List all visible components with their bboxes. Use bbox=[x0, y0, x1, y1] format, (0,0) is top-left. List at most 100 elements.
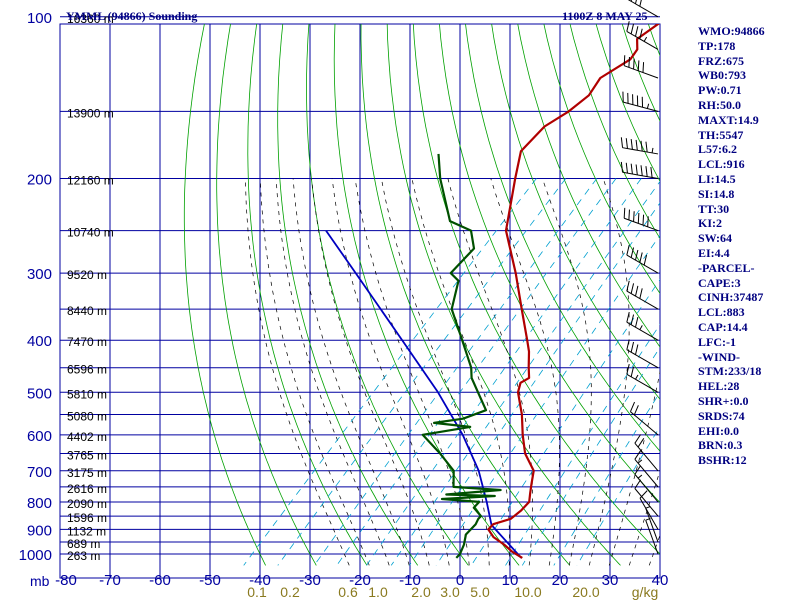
dry-adiabat-line bbox=[306, 24, 469, 566]
index-line: WB0:793 bbox=[698, 68, 746, 83]
index-line: SW:64 bbox=[698, 231, 733, 246]
wind-barb bbox=[634, 434, 659, 472]
mixing-ratio-label: 10.0 bbox=[514, 584, 541, 600]
dry-adiabat-line bbox=[465, 24, 660, 452]
wind-barb bbox=[634, 465, 659, 503]
dry-adiabats bbox=[183, 24, 660, 566]
pressure-tick-label: 400 bbox=[27, 333, 52, 350]
wind-barb bbox=[645, 517, 659, 555]
wind-barb bbox=[645, 506, 659, 543]
height-label: 1132 m bbox=[67, 524, 106, 538]
mixing-ratio-label: 20.0 bbox=[572, 584, 599, 600]
wind-barb bbox=[626, 244, 659, 274]
wind-barb bbox=[623, 207, 659, 232]
index-line: PW:0.71 bbox=[698, 83, 742, 98]
mixing-ratio-label: 0.2 bbox=[280, 584, 300, 600]
wind-barb bbox=[629, 401, 659, 436]
index-line: CAP:14.4 bbox=[698, 319, 748, 334]
index-line: CINH:37487 bbox=[698, 290, 764, 305]
mixing-ratio-line bbox=[390, 180, 660, 566]
temperature-tick-label: -30 bbox=[299, 572, 321, 589]
index-line: -PARCEL- bbox=[698, 260, 755, 275]
mixing-ratio-line bbox=[505, 323, 660, 566]
index-line: L57:6.2 bbox=[698, 142, 737, 157]
height-label: 263 m bbox=[67, 549, 100, 563]
pressure-tick-label: 800 bbox=[27, 495, 52, 512]
mixing-ratio-label: 5.0 bbox=[470, 584, 490, 600]
index-line: -WIND- bbox=[698, 349, 740, 364]
wind-barb bbox=[626, 339, 659, 369]
moist-adiabat-line bbox=[588, 178, 630, 566]
dry-adiabat-line bbox=[491, 24, 660, 400]
moist-adiabats bbox=[245, 178, 660, 566]
temperature-tick-label: 10 bbox=[502, 572, 519, 589]
moist-adiabat-line bbox=[311, 178, 430, 566]
mixing-ratio-label: 3.0 bbox=[440, 584, 460, 600]
height-label: 12160 m bbox=[67, 174, 114, 188]
temperature-tick-label: -80 bbox=[55, 572, 77, 589]
index-line: LFC:-1 bbox=[698, 334, 736, 349]
mixing-ratio-line bbox=[243, 178, 537, 566]
temperature-tick-label: -50 bbox=[199, 572, 221, 589]
index-line: TT:30 bbox=[698, 201, 730, 216]
mixing-ratio-line bbox=[366, 178, 642, 566]
index-line: TP:178 bbox=[698, 38, 736, 53]
index-line: BSHR:12 bbox=[698, 453, 747, 468]
moist-adiabat-line bbox=[354, 178, 470, 566]
moist-adiabat-line bbox=[542, 178, 592, 566]
dry-adiabat-line bbox=[216, 24, 317, 566]
wind-barb bbox=[620, 137, 659, 155]
temperature-trace bbox=[487, 24, 660, 559]
wind-barbs bbox=[620, 0, 659, 555]
mixing-ratio-lines bbox=[243, 178, 660, 566]
index-line: KI:2 bbox=[698, 216, 722, 231]
index-line: SRDS:74 bbox=[698, 408, 745, 423]
pressure-tick-label: 200 bbox=[27, 172, 52, 189]
height-label: 1596 m bbox=[67, 511, 107, 525]
temperature-tick-label: -20 bbox=[349, 572, 371, 589]
height-label: 10740 m bbox=[67, 226, 114, 240]
index-line: WMO:94866 bbox=[698, 24, 765, 38]
index-line: LCL:883 bbox=[698, 305, 745, 320]
index-line: SHR+:0.0 bbox=[698, 393, 749, 408]
mixing-ratio-line bbox=[521, 346, 660, 566]
height-label: 4402 m bbox=[67, 430, 107, 444]
height-label: 2090 m bbox=[67, 497, 107, 511]
height-label: 3765 m bbox=[67, 448, 107, 462]
height-label: 5080 m bbox=[67, 410, 107, 424]
dry-adiabat-line bbox=[386, 24, 621, 566]
height-label: 9520 m bbox=[67, 268, 107, 282]
temperature-tick-label: -40 bbox=[249, 572, 271, 589]
index-line: LCL:916 bbox=[698, 157, 745, 172]
index-line: HEL:28 bbox=[698, 379, 740, 394]
pressure-tick-label: 700 bbox=[27, 464, 52, 481]
dry-adiabat-line bbox=[333, 24, 520, 566]
dry-adiabat-line bbox=[277, 24, 419, 566]
dry-adiabat-line bbox=[360, 24, 571, 566]
dewpoint-trace bbox=[421, 153, 502, 559]
dry-adiabat-line bbox=[412, 24, 660, 555]
mixing-ratio-line bbox=[336, 178, 617, 566]
height-label: 5810 m bbox=[67, 387, 107, 401]
mixing-ratio-label: g/kg bbox=[632, 584, 658, 600]
mixing-ratio-line bbox=[277, 178, 567, 566]
wind-barb bbox=[627, 0, 659, 18]
wind-barb bbox=[634, 450, 659, 488]
index-line: CAPE:3 bbox=[698, 275, 741, 290]
height-label: 16360 m bbox=[67, 12, 114, 26]
moist-adiabat-line bbox=[381, 178, 490, 566]
index-line: EHI:0.0 bbox=[698, 423, 740, 438]
isobar-isotherm-grid bbox=[59, 16, 661, 579]
wind-barb bbox=[626, 311, 659, 341]
moist-adiabat-line bbox=[245, 178, 350, 566]
parcel-trace bbox=[325, 230, 522, 559]
wind-barb bbox=[622, 91, 659, 112]
height-label: 7470 m bbox=[67, 335, 107, 349]
height-label: 8440 m bbox=[67, 304, 107, 318]
mixing-ratio-label: 0.1 bbox=[247, 584, 267, 600]
index-line: SI:14.8 bbox=[698, 186, 735, 201]
pressure-tick-label: 300 bbox=[27, 266, 52, 283]
dry-adiabat-line bbox=[183, 24, 266, 566]
mixing-ratio-label: 0.6 bbox=[338, 584, 358, 600]
